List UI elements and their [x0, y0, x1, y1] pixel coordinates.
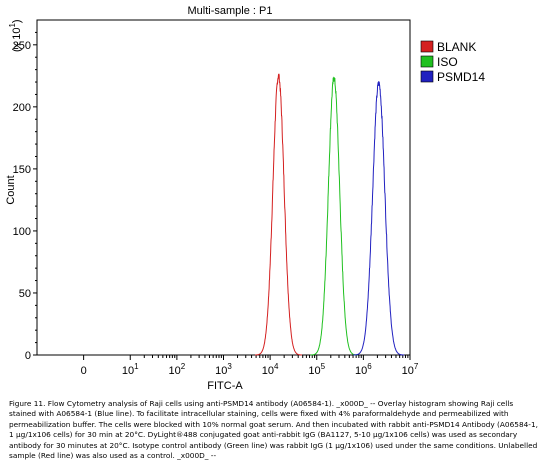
x-tick-base: 10: [262, 365, 274, 377]
figure-caption: Figure 11. Flow Cytometry analysis of Ra…: [9, 399, 538, 461]
x-tick-label: 104: [262, 362, 279, 377]
x-tick-base: 10: [169, 365, 181, 377]
series-line-blank: [254, 73, 303, 356]
y-tick-label: 100: [13, 226, 31, 238]
x-tick-base: 10: [355, 365, 367, 377]
series-group: [254, 73, 405, 356]
x-tick-label: 105: [308, 362, 325, 377]
y-tick-label: 150: [13, 164, 31, 176]
x-tick-base: 10: [215, 365, 227, 377]
x-tick-base: 0: [81, 365, 87, 377]
x-tick-base: 10: [122, 365, 134, 377]
x-tick-base: 10: [308, 365, 320, 377]
y-multiplier-close: ): [11, 19, 23, 23]
y-tick-label: 200: [13, 102, 31, 114]
x-tick-label: 101: [122, 362, 139, 377]
legend-swatch: [420, 55, 434, 68]
y-tick-label: 0: [25, 350, 31, 362]
x-tick-label: 0: [81, 365, 87, 377]
x-tick-exp: 6: [367, 362, 372, 371]
y-tick-label: 50: [19, 288, 31, 300]
x-tick-exp: 1: [134, 362, 139, 371]
x-tick-exp: 4: [274, 362, 279, 371]
legend-label: BLANK: [437, 40, 476, 54]
y-axis: 0 50 100 150 200 250: [13, 31, 37, 362]
series-line-psmd14: [353, 81, 405, 356]
x-tick-label: 106: [355, 362, 372, 377]
plot-frame: [36, 19, 411, 356]
x-tick-exp: 2: [181, 362, 186, 371]
x-axis: 0 101 102 103 104 105 106 107: [81, 355, 419, 377]
x-tick-exp: 3: [227, 362, 232, 371]
svg-text:(x 101): (x 101): [8, 19, 23, 52]
x-tick-base: 10: [402, 365, 414, 377]
legend-swatch: [420, 40, 434, 53]
series-line-iso: [310, 76, 358, 356]
chart-title: Multi-sample : P1: [188, 5, 273, 17]
y-axis-title: Count: [5, 175, 17, 204]
x-tick-label: 107: [402, 362, 419, 377]
x-tick-exp: 7: [414, 362, 419, 371]
flow-cytometry-chart: Multi-sample : P1 (x 101) Count FITC-A 0…: [5, 5, 485, 392]
legend-swatch: [420, 70, 434, 83]
y-multiplier-exp: 1: [8, 23, 17, 28]
x-tick-label: 103: [215, 362, 232, 377]
y-axis-multiplier: (x 101): [8, 19, 23, 52]
y-tick-label: 250: [13, 40, 31, 52]
legend-label: PSMD14: [437, 70, 485, 84]
x-tick-label: 102: [169, 362, 186, 377]
legend-label: ISO: [437, 55, 458, 69]
x-axis-title: FITC-A: [207, 380, 243, 392]
x-tick-exp: 5: [321, 362, 326, 371]
y-multiplier-prefix: (x 10: [11, 28, 23, 52]
